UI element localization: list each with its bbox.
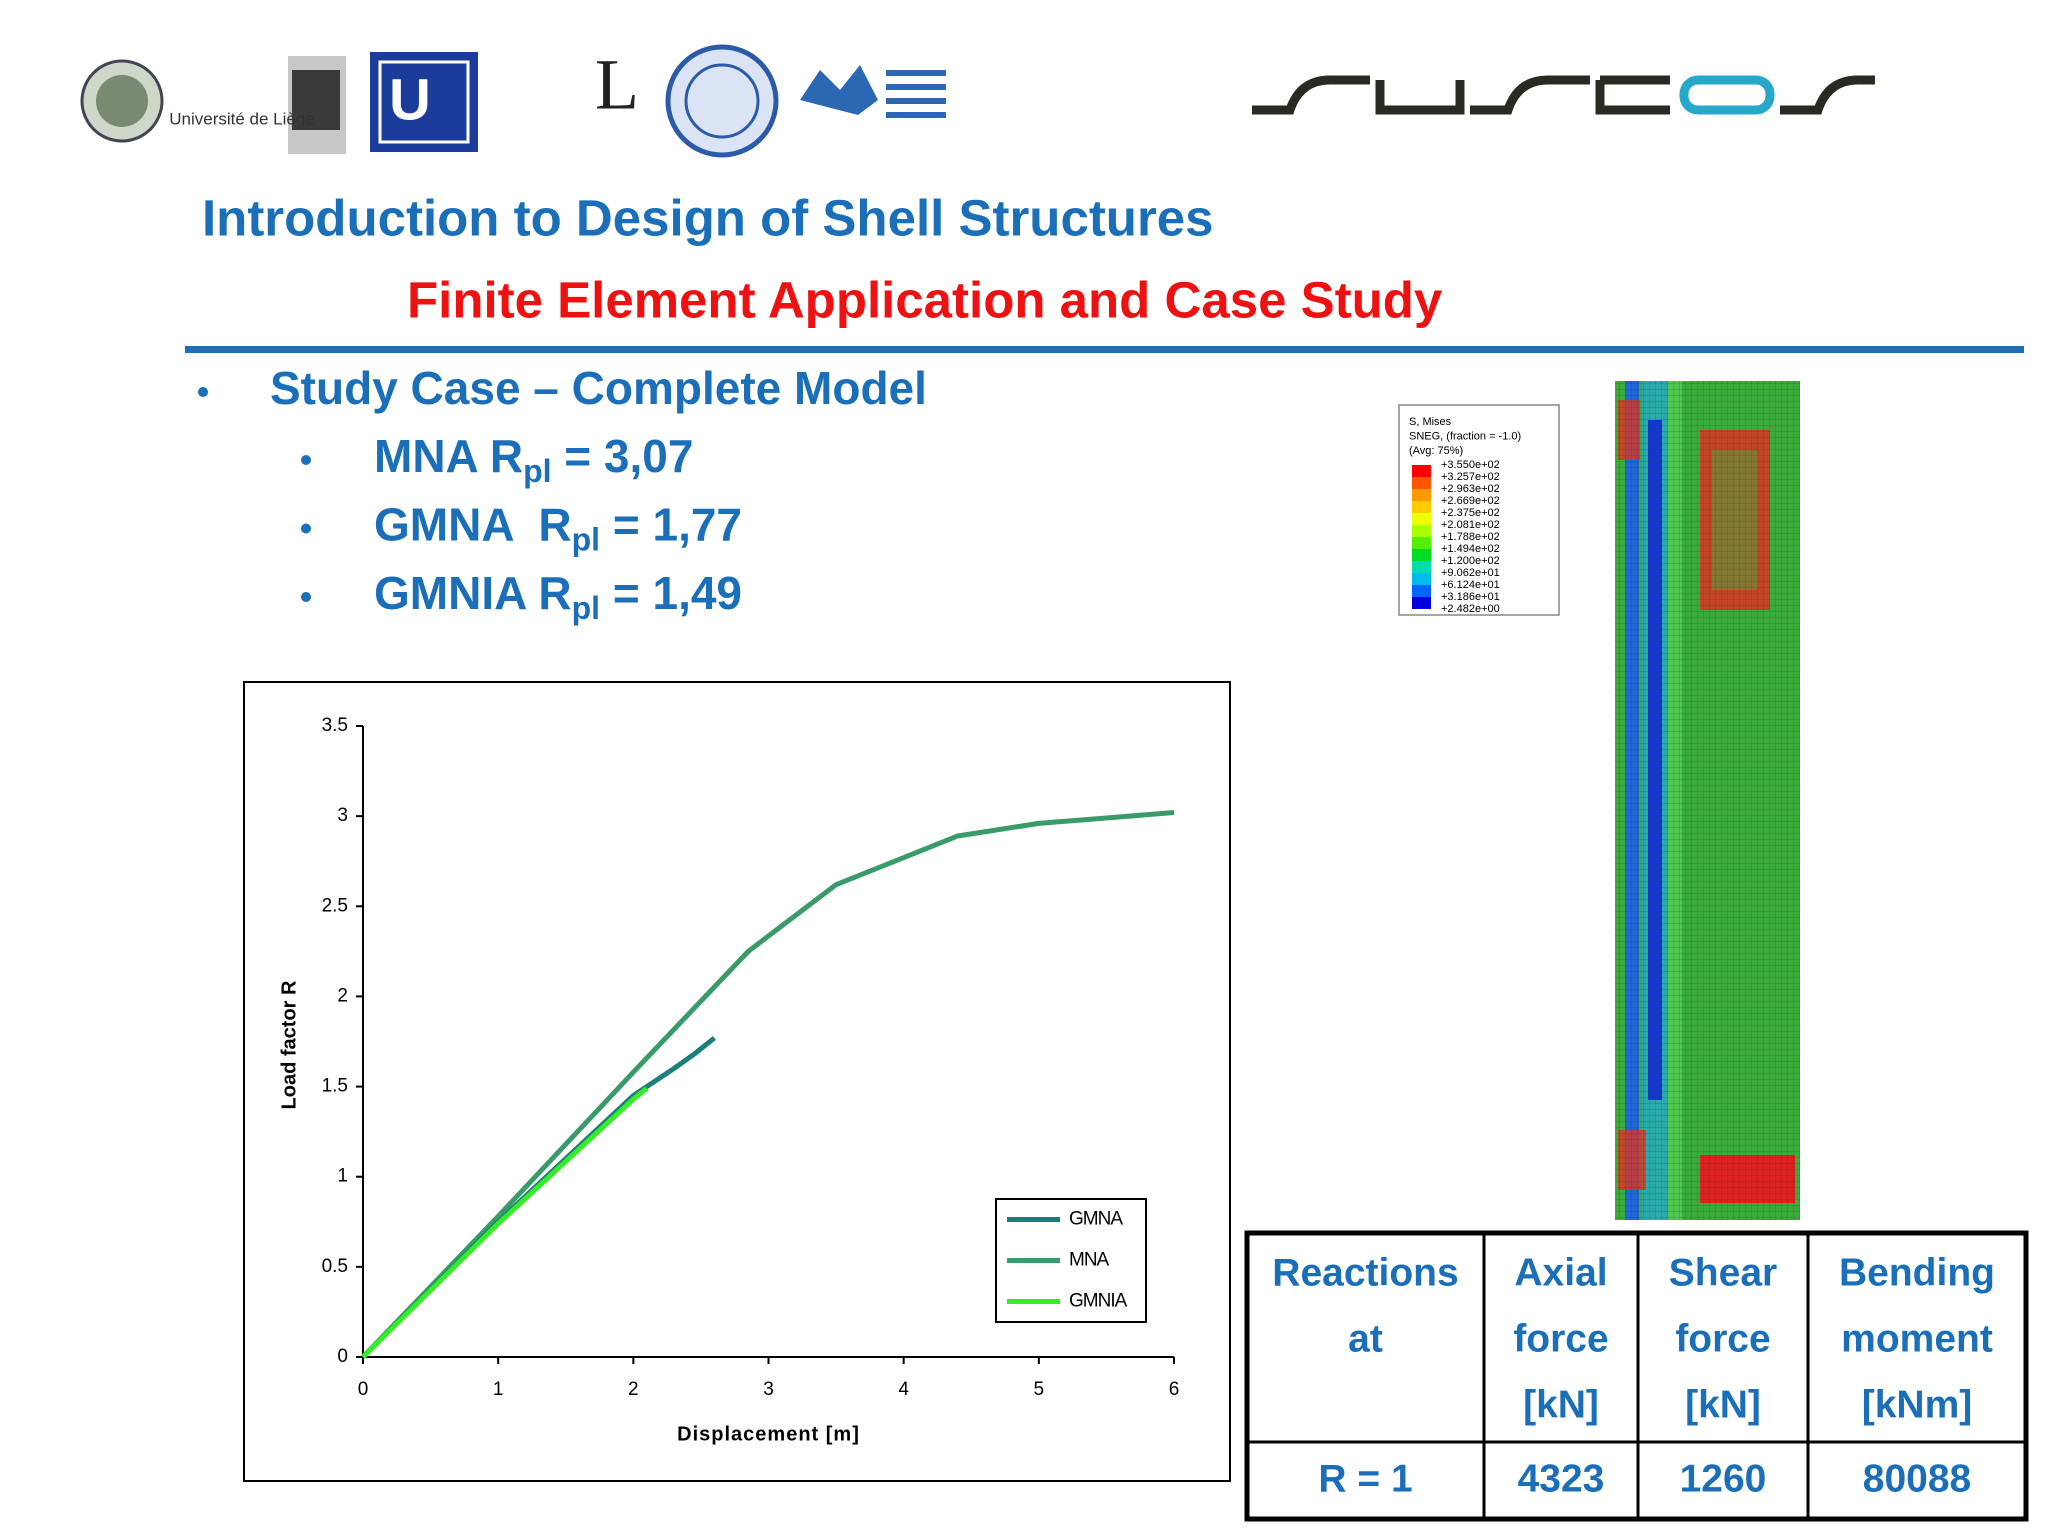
- item-subscript: pl: [572, 590, 600, 626]
- item-value: = 1,49: [600, 567, 742, 619]
- contour-band: [1412, 597, 1431, 609]
- svg-text:L: L: [595, 45, 639, 125]
- x-tick-label: 6: [1169, 1379, 1180, 1400]
- logos: U L Université de Liège: [80, 44, 1875, 158]
- table-header: Bending: [1839, 1251, 1995, 1294]
- contour-label: +2.375e+02: [1441, 507, 1500, 519]
- bullet-dot: [301, 523, 311, 534]
- title: Introduction to Design of Shell Structur…: [202, 189, 1214, 246]
- contour-label: +1.200e+02: [1441, 555, 1500, 567]
- item-label: GMNA R: [374, 499, 572, 551]
- x-tick-label: 5: [1034, 1379, 1045, 1400]
- table-cell: R = 1: [1318, 1457, 1412, 1500]
- y-tick-label: 1.5: [322, 1076, 348, 1097]
- rule: [185, 346, 2024, 353]
- x-tick-label: 1: [493, 1379, 504, 1400]
- contour-band: [1412, 585, 1431, 597]
- table-header: Shear: [1669, 1251, 1777, 1294]
- y-tick-label: 3.5: [322, 715, 348, 736]
- contour-band: [1412, 525, 1431, 537]
- subtitle: Finite Element Application and Case Stud…: [407, 271, 1443, 328]
- x-tick-label: 2: [628, 1379, 639, 1400]
- contour-band: [1412, 537, 1431, 549]
- contour-band: [1412, 465, 1431, 477]
- contour-label: +3.550e+02: [1441, 459, 1500, 471]
- table-header: force: [1675, 1317, 1770, 1360]
- item-label: MNA R: [374, 430, 523, 482]
- bullet-item: GMNA Rpl = 1,77: [374, 499, 742, 558]
- table-header: [kN]: [1523, 1383, 1599, 1426]
- x-tick-label: 0: [358, 1379, 369, 1400]
- item-subscript: pl: [572, 522, 600, 558]
- contour-band: [1412, 513, 1431, 525]
- contour-title: SNEG, (fraction = -1.0): [1409, 430, 1521, 442]
- contour-band: [1412, 561, 1431, 573]
- contour-label: +2.669e+02: [1441, 495, 1500, 507]
- logo-text: Université de Liège: [169, 109, 315, 128]
- contour-label: +1.788e+02: [1441, 531, 1500, 543]
- table-header: at: [1348, 1317, 1383, 1360]
- y-tick-label: 2.5: [322, 895, 348, 916]
- fe-model: [1615, 381, 1800, 1220]
- y-tick-label: 0: [337, 1346, 348, 1367]
- bullet-dot: [301, 455, 311, 465]
- contour-label: +2.482e+00: [1441, 603, 1500, 615]
- y-axis-label: Load factor R: [278, 980, 300, 1109]
- y-tick-label: 0.5: [322, 1256, 348, 1277]
- table-header: moment: [1841, 1317, 1993, 1360]
- table-header: force: [1513, 1317, 1608, 1360]
- x-axis-label: Displacement [m]: [677, 1423, 860, 1445]
- item-label: GMNIA R: [374, 567, 572, 619]
- bullet-main: Study Case – Complete Model: [270, 362, 927, 414]
- legend-label: GMNA: [1069, 1209, 1123, 1230]
- bullet-item: GMNIA Rpl = 1,49: [374, 567, 742, 626]
- table-header: [kN]: [1685, 1383, 1761, 1426]
- series-line: [361, 810, 1175, 1359]
- contour-label: +2.081e+02: [1441, 519, 1500, 531]
- contour-band: [1412, 489, 1431, 501]
- x-tick-label: 3: [763, 1379, 774, 1400]
- table-header: Reactions: [1272, 1251, 1458, 1294]
- bullet-dot: [301, 592, 311, 602]
- table: Reactions at Axial force [kN] Shear force [kN] B…: [1244, 1230, 2029, 1522]
- bullet-item: MNA Rpl = 3,07: [374, 430, 693, 489]
- bullet-dot: [198, 387, 208, 397]
- item-subscript: pl: [523, 453, 551, 489]
- contour-label: +2.963e+02: [1441, 483, 1500, 495]
- table-header: [kNm]: [1862, 1383, 1973, 1426]
- y-tick-label: 2: [337, 985, 348, 1006]
- contour-band: [1412, 573, 1431, 585]
- contour-label: +6.124e+01: [1441, 579, 1500, 591]
- legend-label: GMNIA: [1069, 1291, 1128, 1312]
- contour-label: +1.494e+02: [1441, 543, 1500, 555]
- table-cell: 4323: [1518, 1457, 1605, 1500]
- contour-legend: S, Mises SNEG, (fraction = -1.0) (Avg: 75%…: [1409, 416, 1521, 615]
- contour-label: +3.186e+01: [1441, 591, 1500, 603]
- table-cell: 80088: [1863, 1457, 1971, 1500]
- chart: 0 0.5 1 1.5 2 2.5 3 3.5 0 1 2 3 4 5 6 Displacement [m] L…: [278, 715, 1179, 1445]
- x-tick-label: 4: [898, 1379, 909, 1400]
- y-tick-label: 1: [337, 1166, 348, 1187]
- contour-title: S, Mises: [1409, 416, 1452, 428]
- contour-band: [1412, 549, 1431, 561]
- table-header: Axial: [1514, 1251, 1607, 1294]
- contour-title: (Avg: 75%): [1409, 445, 1463, 457]
- series-line: [361, 1086, 649, 1359]
- svg-text:U: U: [389, 67, 431, 132]
- legend-label: MNA: [1069, 1250, 1110, 1271]
- item-value: = 3,07: [552, 430, 694, 482]
- contour-band: [1412, 477, 1431, 489]
- contour-band: [1412, 501, 1431, 513]
- contour-label: +9.062e+01: [1441, 567, 1500, 579]
- item-value: = 1,77: [600, 499, 742, 551]
- y-tick-label: 3: [337, 805, 348, 826]
- contour-label: +3.257e+02: [1441, 471, 1500, 483]
- chart-frame: [243, 681, 1231, 1482]
- table-cell: 1260: [1680, 1457, 1767, 1500]
